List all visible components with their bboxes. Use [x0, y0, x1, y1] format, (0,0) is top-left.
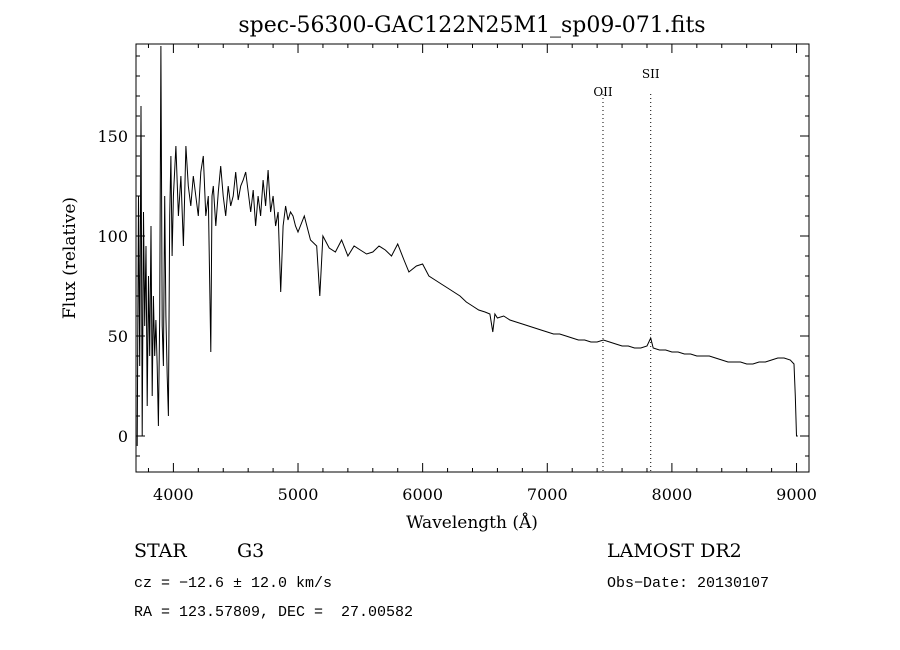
y-tick-label: 100	[97, 227, 128, 246]
object-subclass: G3	[237, 540, 265, 562]
x-tick-label: 5000	[278, 485, 319, 504]
x-tick-label: 6000	[402, 485, 443, 504]
plot-frame	[135, 43, 810, 473]
x-tick-label: 8000	[652, 485, 693, 504]
x-tick-label: 4000	[153, 485, 194, 504]
y-tick-label: 150	[97, 127, 128, 146]
survey-name: LAMOST DR2	[607, 540, 742, 562]
x-tick-label: 9000	[776, 485, 817, 504]
y-tick-label: 0	[118, 427, 128, 446]
observation-date: Obs−Date: 20130107	[607, 575, 770, 592]
x-axis: 4000 5000 6000 7000 8000 9000	[147, 44, 817, 504]
y-axis: 0 50 100 150	[97, 55, 809, 457]
y-axis-label: Flux (relative)	[60, 197, 80, 319]
chart-title: spec-56300-GAC122N25M1_sp09-071.fits	[238, 13, 705, 38]
reference-line-label: SII	[642, 67, 660, 81]
redshift-velocity: cz = −12.6 ± 12.0 km/s	[134, 575, 333, 592]
y-tick-label: 50	[108, 327, 128, 346]
reference-lines: OII SII	[593, 67, 660, 472]
spectrum-line	[136, 45, 798, 447]
coordinates: RA = 123.57809, DEC = 27.00582	[134, 604, 414, 621]
reference-line-label: OII	[593, 85, 613, 99]
x-axis-label: Wavelength (Å)	[406, 512, 538, 533]
x-tick-label: 7000	[527, 485, 568, 504]
object-class: STAR	[134, 540, 187, 562]
